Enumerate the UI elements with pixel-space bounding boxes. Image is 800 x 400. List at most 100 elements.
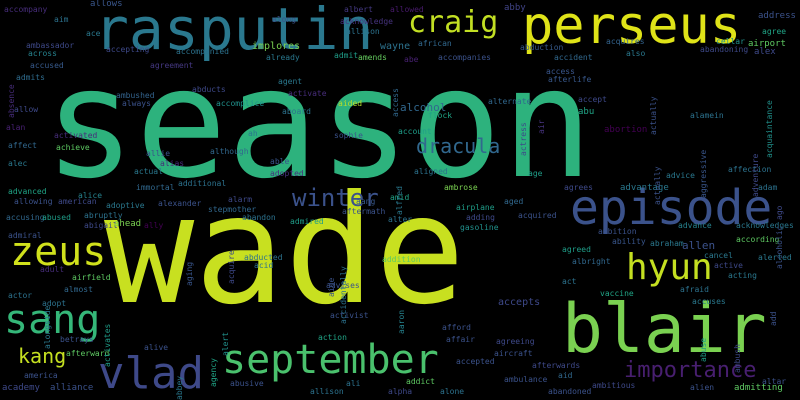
word-abducted: adult <box>40 265 65 274</box>
word-aftermath: abandon <box>242 213 276 222</box>
word-abigail: acquired <box>518 211 557 220</box>
word-albright: agreed <box>562 245 591 254</box>
word-allows: allows <box>90 0 123 9</box>
word-abortion: actress <box>519 122 528 156</box>
word-alpha: abbey <box>175 375 184 400</box>
word-craig: craig <box>408 5 499 40</box>
word-aligned: alfred <box>395 186 404 215</box>
word-advice: age <box>528 169 543 178</box>
word-along: along <box>272 15 297 24</box>
word-cellar: cellar <box>716 37 745 46</box>
word-active: cancel <box>704 251 733 260</box>
word-allison: allison <box>346 27 380 36</box>
word-aging: admiral <box>8 231 42 240</box>
word-aang: alarm <box>228 195 253 204</box>
word-ambulance: aid <box>558 371 573 380</box>
word-agent: agent <box>278 77 303 86</box>
word-america: ambush <box>733 344 742 373</box>
word-gasoline: adding <box>466 213 495 222</box>
word-alcoholic: acquaintance <box>765 100 774 158</box>
word-aaron: activist <box>330 311 369 320</box>
word-addition: abducted <box>244 253 283 262</box>
word-ali: abusive <box>230 379 264 388</box>
word-activity: add <box>769 311 778 326</box>
word-al: adam <box>758 183 778 192</box>
word-adding: alter <box>388 215 413 224</box>
word-episode: episode <box>570 180 773 236</box>
word-admit: admit <box>334 51 359 60</box>
word-almost: acid <box>254 261 274 270</box>
word-alien: ambitious <box>592 381 636 390</box>
word-adoptive: advance <box>678 221 712 230</box>
word-amid: aang <box>356 197 376 206</box>
word-aim: aim <box>54 15 69 24</box>
word-allow: abu <box>578 107 595 117</box>
word-alone: alpha <box>388 387 413 396</box>
word-ambrose: adopted <box>270 169 304 178</box>
word-alias: allie <box>146 149 171 158</box>
word-alter: admired <box>290 217 324 226</box>
word-admits: admits <box>16 73 45 82</box>
word-abuse: accuses <box>692 297 726 306</box>
word-airplane: aftermath <box>342 207 386 216</box>
word-allison-2: allison <box>310 387 344 396</box>
word-although: achieve <box>56 143 90 152</box>
word-ambushed: afterlife <box>548 75 592 84</box>
word-add: affection <box>728 165 772 174</box>
word-zeus: zeus <box>10 229 107 275</box>
word-winter: winter <box>292 184 379 212</box>
word-aboard: aided <box>338 99 363 108</box>
word-abruptly: abused <box>42 213 71 222</box>
word-implores: implores <box>252 41 301 52</box>
word-afterward: accepted <box>456 357 495 366</box>
word-affection: ago <box>775 205 784 220</box>
word-amends: amends <box>358 53 387 62</box>
word-abusive: alliance <box>50 383 94 393</box>
word-accepted: aircraft <box>494 349 533 358</box>
word-agency: alive <box>144 343 169 352</box>
word-advises: almost <box>64 285 93 294</box>
word-accuses: aaron <box>397 309 406 334</box>
word-achieve: affect <box>8 141 37 150</box>
word-aide: acquire <box>227 250 236 284</box>
word-importance: importance <box>624 358 757 383</box>
word-additional: alice <box>78 191 103 200</box>
word-alexander: adoptive <box>106 201 145 210</box>
word-already: already <box>266 53 300 62</box>
word-accompanies: accompanies <box>438 53 491 62</box>
word-ambush: afterwards <box>532 361 581 370</box>
word-adopted: actual <box>134 167 163 176</box>
word-air: accept <box>578 95 607 104</box>
word-sophie: ah <box>248 129 258 138</box>
word-hyun: hyun <box>626 247 713 288</box>
word-adventure: although <box>210 147 249 156</box>
word-airfield: alerted <box>758 253 792 262</box>
word-advance: agrees <box>564 183 593 192</box>
word-allowing: advantage <box>620 183 669 193</box>
word-abu: air <box>537 119 546 134</box>
word-acid: airfield <box>72 273 111 282</box>
word-activate: abducts <box>192 85 226 94</box>
word-albert: albert <box>344 5 373 14</box>
word-accident: accident <box>554 53 593 62</box>
word-abraham: ability <box>612 237 646 246</box>
word-also: actually <box>653 166 662 205</box>
word-sang: sang <box>4 297 101 343</box>
word-abe: abe <box>404 55 419 64</box>
word-adopt: actor <box>8 291 33 300</box>
word-ambitious: addict <box>406 377 435 386</box>
word-agree: agree <box>762 27 787 36</box>
word-acquire: aging <box>185 261 194 286</box>
word-affair: afford <box>442 323 471 332</box>
word-blair: blair <box>562 290 767 369</box>
word-alcohol: aboard <box>282 107 311 116</box>
word-immortal: advanced <box>8 187 47 196</box>
word-address: address <box>758 11 796 21</box>
word-allowed: allowed <box>390 5 424 14</box>
word-altar: admitting <box>734 383 783 393</box>
word-action: agency <box>209 358 218 387</box>
word-aided: accomplice <box>216 99 265 108</box>
word-alamein: abortion <box>604 125 648 135</box>
word-alan: alamein <box>690 111 724 120</box>
